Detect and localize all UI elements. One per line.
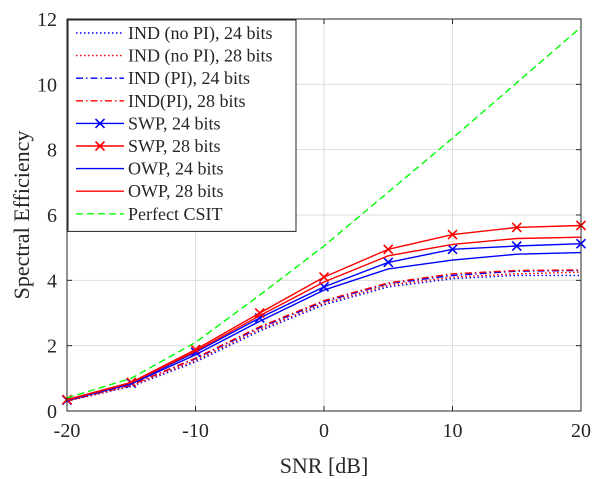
y-tick-label: 12 [37, 9, 57, 31]
series-7 [66, 236, 582, 401]
legend-label: IND (no PI), 24 bits [128, 23, 273, 44]
x-tick-label: -10 [182, 420, 209, 442]
data-point-marker [447, 229, 458, 240]
data-point-marker [383, 257, 394, 268]
series-line [66, 236, 582, 401]
legend-label: IND (no PI), 28 bits [128, 46, 273, 67]
y-axis-label: Spectral Efficiency [9, 131, 34, 300]
series-3 [66, 269, 582, 402]
legend-box [67, 19, 297, 232]
legend-label: IND (PI), 24 bits [128, 68, 250, 89]
legend-marker [94, 140, 106, 152]
legend-item: IND(PI), 28 bits [76, 91, 246, 112]
y-tick-label: 10 [37, 74, 57, 96]
y-tick-label: 4 [47, 270, 57, 292]
data-point-marker [383, 244, 394, 255]
series-lines [61, 26, 587, 406]
legend-item: OWP, 24 bits [76, 159, 224, 179]
legend-item: SWP, 24 bits [76, 113, 221, 133]
legend-label: OWP, 24 bits [128, 159, 224, 179]
y-tick-label: 6 [47, 205, 57, 227]
x-axis-label: SNR [dB] [280, 453, 369, 478]
series-1 [66, 271, 582, 402]
legend-label: SWP, 28 bits [128, 136, 221, 156]
series-line [66, 271, 582, 402]
data-point-marker [511, 240, 522, 252]
series-line [66, 269, 582, 402]
series-line [66, 274, 581, 402]
series-0 [66, 274, 581, 402]
y-tick-label: 8 [47, 140, 57, 162]
x-tick-label: 20 [571, 420, 591, 442]
x-tick-label: 0 [319, 420, 329, 442]
legend-item: SWP, 28 bits [76, 136, 221, 156]
legend-item: IND (no PI), 28 bits [76, 46, 273, 67]
legend-item: OWP, 28 bits [76, 181, 224, 201]
legend-item: Perfect CSIT [76, 204, 222, 224]
x-tick-label: 10 [443, 420, 463, 442]
data-point-marker [511, 222, 522, 233]
series-line [66, 251, 582, 402]
axis-ticks: -20 -10 0 10 20 0 2 4 6 8 10 12 [37, 9, 591, 442]
series-6 [66, 251, 582, 402]
legend-marker [94, 118, 106, 129]
x-tick-label: -20 [54, 420, 81, 442]
legend-item: IND (no PI), 24 bits [76, 23, 273, 44]
series-8 [66, 26, 582, 399]
data-point-marker [447, 244, 458, 255]
legend-label: OWP, 28 bits [128, 181, 224, 201]
legend-label: SWP, 24 bits [128, 113, 221, 133]
data-point-marker [254, 307, 265, 319]
legend-label: IND(PI), 28 bits [128, 91, 246, 112]
legend-item: IND (PI), 24 bits [76, 68, 250, 89]
y-tick-label: 0 [47, 401, 57, 423]
series-line [66, 26, 582, 399]
legend-label: Perfect CSIT [128, 204, 222, 224]
y-tick-label: 2 [47, 336, 57, 358]
